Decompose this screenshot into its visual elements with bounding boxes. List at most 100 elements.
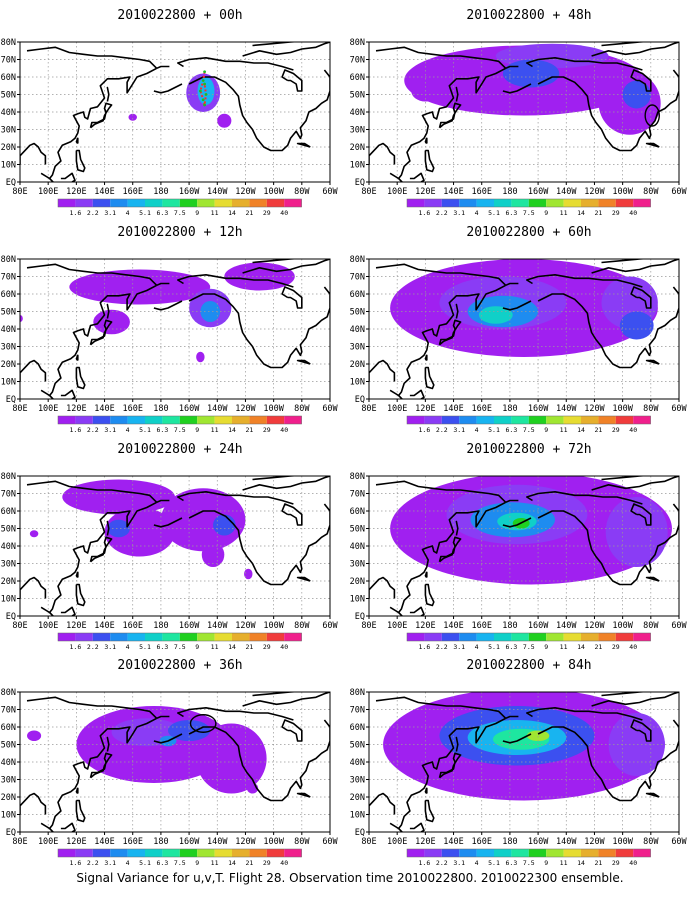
colorbar-label: 11 (211, 426, 219, 434)
colorbar-label: 1.6 (70, 209, 82, 217)
coastline (375, 263, 507, 286)
colorbar-swatch (284, 199, 302, 207)
y-tick-label: 50N (350, 741, 365, 751)
colorbar-swatch (179, 849, 198, 857)
colorbar-swatch (127, 633, 145, 641)
map-panel: 80E 100E 120E 140E 160E 180 160W 140W 120W 100W 80… (350, 472, 688, 651)
y-tick-label: 40N (350, 108, 365, 118)
colorbar-swatch (459, 633, 477, 641)
colorbar-swatch (127, 416, 145, 424)
colorbar-swatch (563, 199, 581, 207)
coastline (75, 366, 86, 390)
x-tick-label: 140E (443, 187, 463, 197)
colorbar-label: 14 (577, 426, 585, 434)
x-tick-label: 80W (643, 187, 659, 197)
coastline (281, 69, 303, 92)
colorbar-label: 14 (228, 426, 236, 434)
colorbar-label: 11 (211, 209, 219, 217)
colorbar-swatch (581, 416, 599, 424)
colorbar-swatch (145, 633, 163, 641)
colorbar-swatch (563, 849, 581, 857)
y-tick-label: 40N (1, 325, 16, 335)
colorbar-label: 3.1 (453, 209, 465, 217)
x-tick-label: 120E (66, 837, 86, 847)
map-frame (19, 41, 331, 183)
coastline (537, 719, 679, 802)
coastline (89, 536, 113, 563)
coastline (424, 137, 428, 145)
y-tick-label: EQ (355, 612, 365, 622)
colorbar-swatch (459, 199, 477, 207)
y-tick-label: 50N (1, 308, 16, 318)
coastline (645, 792, 660, 798)
variance-region (213, 514, 236, 536)
x-tick-label: 160W (528, 404, 549, 414)
coastline (645, 576, 660, 582)
colorbar-swatch (494, 633, 512, 641)
colorbar-swatch (581, 633, 599, 641)
x-tick-label: 60W (322, 837, 338, 847)
coastline (106, 303, 110, 319)
colorbar-swatch (232, 199, 250, 207)
observation-point (201, 98, 205, 102)
x-tick-label: 140W (556, 621, 577, 631)
coastline (537, 503, 679, 586)
colorbar-label: 1.6 (419, 643, 431, 651)
x-tick-label: 160E (122, 404, 142, 414)
coastline (409, 606, 425, 616)
y-tick-label: 10N (350, 161, 365, 171)
x-tick-label: 140E (94, 404, 114, 414)
variance-region (502, 59, 560, 88)
variance-region (619, 311, 654, 340)
colorbar-swatch (249, 849, 267, 857)
y-tick-label: 80N (350, 472, 365, 482)
colorbar-label: 5.1 (488, 859, 500, 867)
coastline (177, 491, 294, 505)
y-tick-label: 60N (350, 290, 365, 300)
colorbar-label: 14 (228, 209, 236, 217)
x-tick-label: 120W (584, 404, 605, 414)
x-tick-label: 180 (153, 621, 168, 631)
colorbar-swatch (494, 416, 512, 424)
x-tick-label: 80E (361, 621, 376, 631)
colorbar-swatch (546, 416, 564, 424)
x-tick-label: 60W (671, 187, 687, 197)
x-tick-label: 120W (584, 621, 605, 631)
x-tick-label: 120E (415, 621, 435, 631)
x-tick-label: 160W (179, 621, 200, 631)
y-tick-label: EQ (355, 395, 365, 405)
colorbar-label: 7.5 (523, 209, 535, 217)
y-tick-label: 80N (350, 38, 365, 48)
coastline (601, 259, 651, 264)
coastline (75, 571, 79, 579)
x-tick-label: 100W (263, 187, 284, 197)
coastline (591, 692, 679, 707)
coastline (26, 46, 158, 69)
y-tick-label: 10N (1, 378, 16, 388)
colorbar-swatch (127, 849, 145, 857)
coastline (40, 822, 55, 832)
x-tick-label: 140W (556, 187, 577, 197)
colorbar-swatch (127, 199, 145, 207)
coastline (409, 822, 425, 832)
colorbar-swatch (266, 633, 285, 641)
coastline (296, 359, 311, 365)
colorbar-label: 29 (612, 209, 620, 217)
colorbar-swatch (546, 633, 564, 641)
colorbar-swatch (528, 849, 547, 857)
y-tick-label: 30N (1, 776, 16, 786)
coastline (537, 286, 679, 369)
colorbar-label: 9 (544, 643, 548, 651)
colorbar-swatch (459, 849, 477, 857)
colorbar-label: 5.1 (488, 643, 500, 651)
x-tick-label: 60W (322, 621, 338, 631)
colorbar-label: 5.1 (488, 209, 500, 217)
y-tick-label: 40N (350, 542, 365, 552)
colorbar-label: 9 (195, 426, 199, 434)
panel-title: 2010022800 + 84h (466, 658, 592, 673)
map-panel: 80E 100E 120E 140E 160E 180 160W 140W 120W 100W 80… (1, 472, 339, 651)
colorbar-label: 40 (629, 209, 637, 217)
y-tick-label: EQ (355, 828, 365, 838)
x-tick-label: 180 (502, 187, 517, 197)
coastline (424, 366, 435, 390)
